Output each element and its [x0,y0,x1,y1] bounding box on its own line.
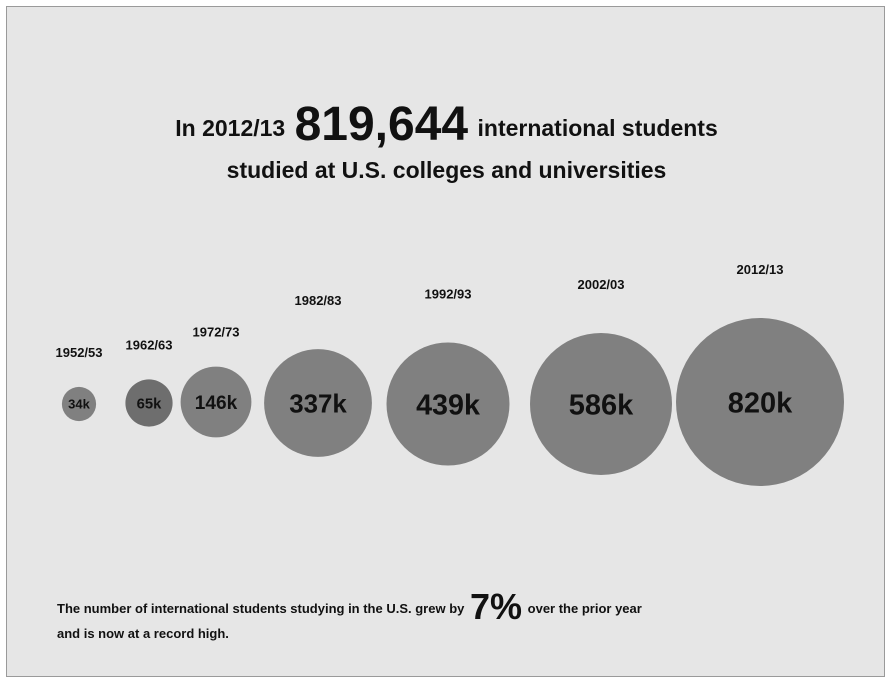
year-label: 1962/63 [126,337,173,352]
bubble-group: 146k 1972/73 [180,325,252,438]
year-label: 1982/83 [295,293,342,308]
year-label: 2012/13 [737,262,784,277]
bubble-value-label: 586k [569,389,634,421]
year-label: 2002/03 [578,277,625,292]
headline-suffix: international students [477,115,718,141]
headline-subline: studied at U.S. colleges and universitie… [226,157,667,183]
footnote-percent: 7% [470,586,523,627]
headline: In 2012/13 819,644 international student… [7,95,886,158]
bubble-group: 439k 1992/93 [386,287,510,466]
bubble-value-label: 34k [68,397,90,412]
footnote-suffix: over the prior year [527,601,642,616]
bubble-value-label: 65k [137,396,162,412]
bubble-group: 337k 1982/83 [264,293,372,457]
bubble [264,349,372,457]
infographic-canvas: In 2012/13 819,644 international student… [6,6,885,677]
bubble-group: 586k 2002/03 [530,277,672,475]
bubble [180,366,252,438]
bubble-value-label: 146k [195,393,238,414]
bubble-value-label: 439k [416,389,480,421]
bubble-value-label: 337k [289,390,347,418]
bubble-group: 820k 2012/13 [676,262,844,486]
bubble [530,333,672,475]
footnote: The number of international students stu… [57,587,642,629]
year-label: 1952/53 [56,345,103,360]
bubble [61,386,97,422]
headline-big-number: 819,644 [294,98,469,151]
bubble-group: 34k 1952/53 [56,345,103,422]
bubble-chart: 34k 1952/53 65k 1962/63 146k 1972/73 337k 1982/… [56,262,844,486]
footnote-subline: and is now at a record high. [57,626,229,641]
year-label: 1972/73 [193,325,240,340]
bubble-group: 65k 1962/63 [125,337,173,427]
year-label: 1992/93 [425,287,472,302]
bubble-value-label: 820k [728,387,793,419]
bubble [386,342,510,466]
bubble [676,318,844,486]
headline-prefix: In 2012/13 [175,115,286,141]
bubble [125,379,173,427]
footnote-prefix: The number of international students stu… [57,601,465,616]
